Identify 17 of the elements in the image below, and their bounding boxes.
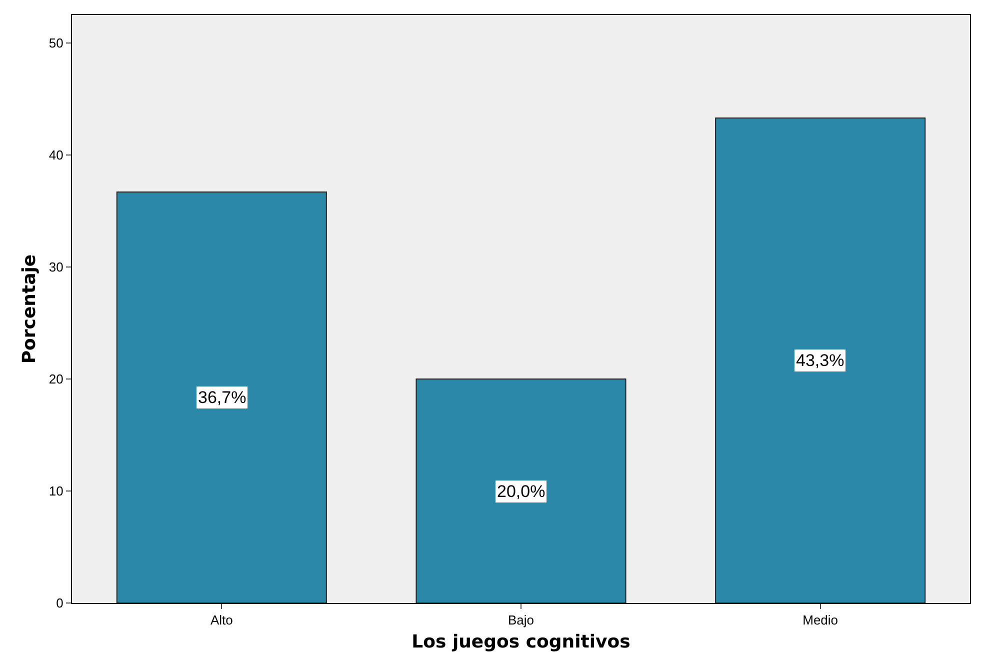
y-tick-label: 0 [56, 596, 64, 611]
bar [116, 191, 327, 603]
y-tick-label: 20 [48, 372, 64, 387]
data-label: 43,3% [796, 351, 844, 370]
y-tick-label: 50 [48, 36, 64, 51]
data-label: 36,7% [198, 388, 246, 407]
x-tick-label: Medio [802, 612, 838, 628]
x-tick-label: Alto [210, 612, 233, 628]
x-axis-title: Los juegos cognitivos [412, 632, 630, 653]
y-tick-label: 30 [48, 260, 64, 275]
y-tick-label: 10 [48, 484, 64, 499]
bar [715, 118, 926, 603]
data-label: 20,0% [497, 482, 546, 501]
y-axis-title: Porcentaje [19, 254, 40, 364]
x-tick-label: Bajo [508, 612, 534, 628]
y-tick-label: 40 [48, 148, 64, 163]
bar [416, 378, 626, 603]
